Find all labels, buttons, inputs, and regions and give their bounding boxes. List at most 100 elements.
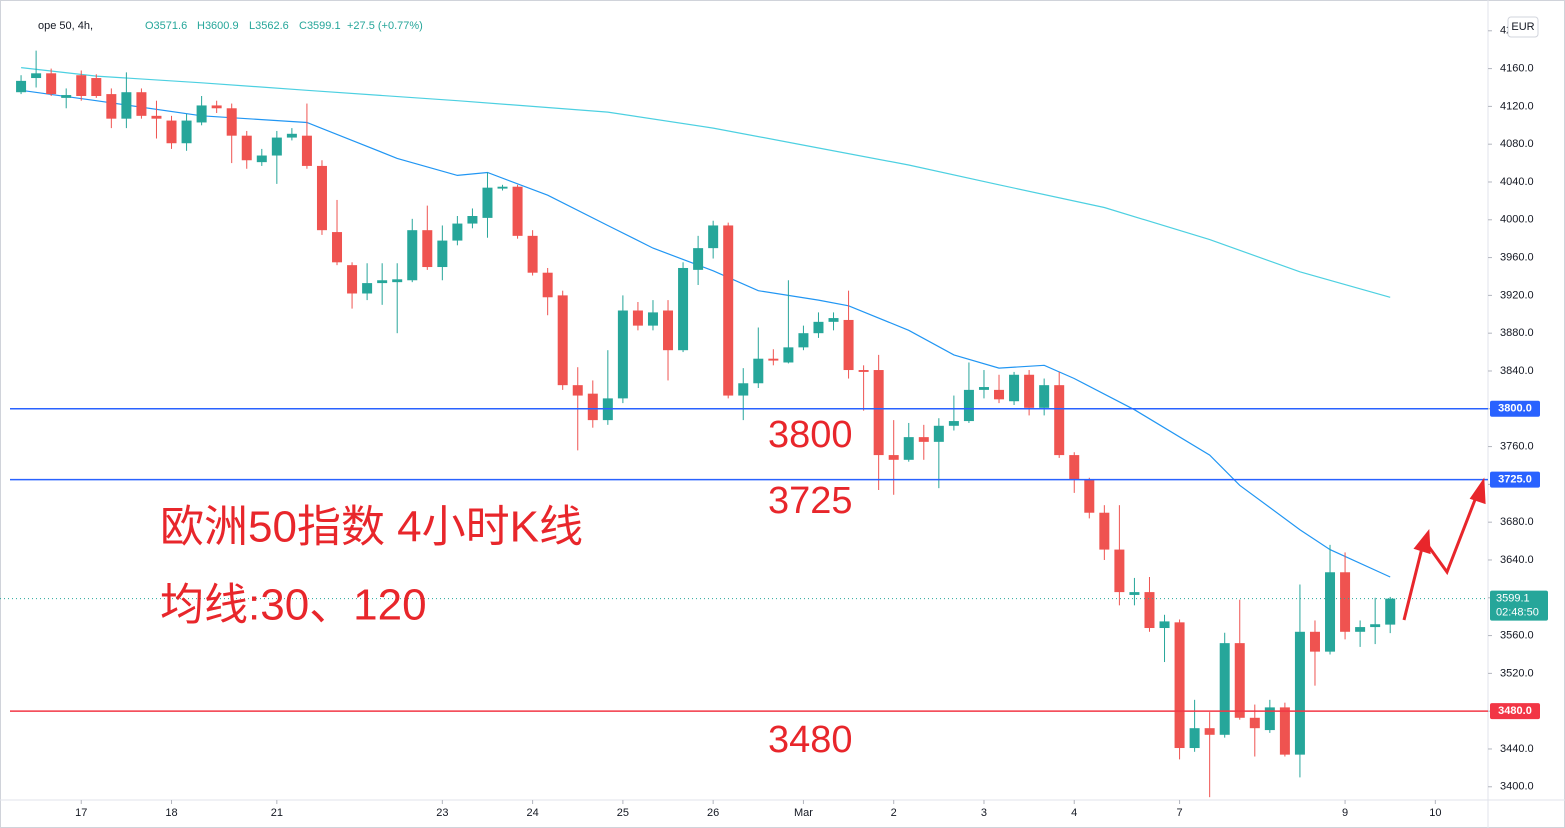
ohlc-open: O3571.6 xyxy=(145,20,187,32)
candle-body xyxy=(1264,707,1275,731)
candle-body xyxy=(1144,592,1155,629)
candle-body xyxy=(61,95,72,98)
y-tick-label: 3520.0 xyxy=(1500,667,1534,679)
x-tick-label: 25 xyxy=(617,807,629,819)
y-tick-label: 3560.0 xyxy=(1500,629,1534,641)
candle-body xyxy=(963,389,974,422)
arrow-path xyxy=(1402,491,1480,621)
candle-body xyxy=(1024,374,1035,408)
candle-body xyxy=(663,310,674,351)
candle-body xyxy=(16,80,27,93)
candle-body xyxy=(181,120,192,144)
candle-body xyxy=(512,186,523,236)
candle-body xyxy=(1294,631,1305,755)
plot xyxy=(0,50,1488,798)
candle-body xyxy=(422,230,433,268)
candle-body xyxy=(271,137,282,156)
level-label: 3480.0 xyxy=(1498,705,1532,717)
candle-body xyxy=(994,389,1005,400)
x-tick-label: Mar xyxy=(794,807,813,819)
currency-label[interactable]: EUR xyxy=(1511,21,1534,33)
candle-body xyxy=(933,425,944,442)
candle-body xyxy=(888,455,899,460)
level-label-box xyxy=(1490,703,1540,720)
candle-body xyxy=(1204,728,1215,735)
candle-body xyxy=(1069,455,1080,480)
y-tick-label: 3400.0 xyxy=(1500,781,1534,793)
candle-body xyxy=(753,358,764,384)
y-tick-label: 3920.0 xyxy=(1500,289,1534,301)
candle-body xyxy=(407,230,418,281)
arrows xyxy=(1402,477,1486,621)
candle-body xyxy=(1009,374,1020,402)
candle-body xyxy=(542,272,553,298)
candle-body xyxy=(1370,624,1381,628)
candle-body xyxy=(678,267,689,351)
candle-body xyxy=(873,370,884,456)
level-label: 3725.0 xyxy=(1498,474,1532,486)
candle-body xyxy=(1174,622,1185,749)
annotation: 3800 xyxy=(768,414,853,456)
candle-body xyxy=(497,186,508,189)
candle-body xyxy=(978,387,989,390)
x-tick-label: 4 xyxy=(1071,807,1077,819)
candle-body xyxy=(813,321,824,334)
level-label: 3800.0 xyxy=(1498,403,1532,415)
candle-body xyxy=(903,437,914,460)
candle-body xyxy=(467,216,478,224)
candle-body xyxy=(1219,643,1230,735)
y-tick-label: 4120.0 xyxy=(1500,100,1534,112)
candle-body xyxy=(798,333,809,348)
candle-body xyxy=(91,78,102,96)
chart-subtitle: 均线:30、120 xyxy=(160,581,427,630)
level-label-box xyxy=(1490,471,1540,488)
candle-body xyxy=(1054,385,1065,456)
candle-body xyxy=(211,105,222,109)
candle-body xyxy=(1099,512,1110,550)
moving-average xyxy=(21,67,1391,298)
candle-body xyxy=(452,223,463,241)
ohlc-low: L3562.6 xyxy=(249,20,289,32)
candle-body xyxy=(1189,728,1200,749)
x-tick-label: 10 xyxy=(1429,807,1441,819)
y-tick-label: 4080.0 xyxy=(1500,138,1534,150)
x-tick-label: 17 xyxy=(75,807,87,819)
x-tick-label: 2 xyxy=(891,807,897,819)
candle-body xyxy=(316,165,327,231)
candle-body xyxy=(1039,385,1050,408)
y-tick-label: 3880.0 xyxy=(1500,327,1534,339)
candle-body xyxy=(738,383,749,396)
arrow-head xyxy=(1413,528,1431,555)
annotation: 3480 xyxy=(768,719,853,761)
y-tick-label: 4040.0 xyxy=(1500,176,1534,188)
candle-body xyxy=(1249,717,1260,729)
candle-body xyxy=(377,280,388,284)
candle-body xyxy=(332,232,343,263)
countdown: 02:48:50 xyxy=(1496,607,1539,619)
candle-body xyxy=(226,108,237,136)
candle-body xyxy=(392,279,403,283)
candle-body xyxy=(106,94,117,119)
currency-button[interactable] xyxy=(1507,16,1539,38)
candle-body xyxy=(256,155,267,163)
candle-body xyxy=(1129,592,1140,595)
candle-body xyxy=(1385,598,1396,625)
arrow-head xyxy=(1469,477,1486,505)
candle-body xyxy=(301,135,312,166)
y-tick-label: 4000.0 xyxy=(1500,214,1534,226)
candle-body xyxy=(1234,643,1245,718)
x-tick-label: 7 xyxy=(1177,807,1183,819)
candle-body xyxy=(347,265,358,294)
ohlc-close: C3599.1 xyxy=(299,20,341,32)
candle-body xyxy=(1279,707,1290,755)
candle-body xyxy=(166,120,177,144)
y-tick-label: 3760.0 xyxy=(1500,440,1534,452)
candle-body xyxy=(362,283,373,294)
candle-body xyxy=(843,319,854,371)
candle-body xyxy=(768,358,779,361)
candle-body xyxy=(1159,621,1170,629)
candle-body xyxy=(1309,631,1320,652)
level-label-box xyxy=(1490,400,1540,417)
y-tick-label: 3440.0 xyxy=(1500,743,1534,755)
